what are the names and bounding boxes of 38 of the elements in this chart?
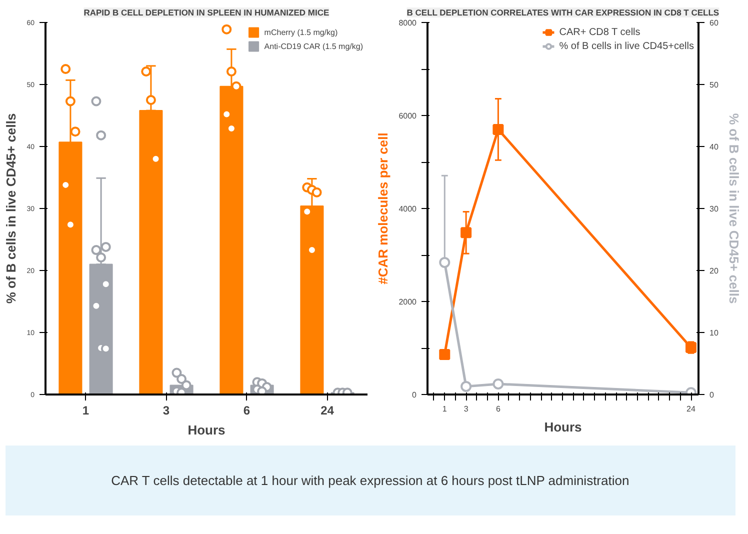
y2-tick-label: 10 (710, 328, 719, 338)
y2-tick-label: 20 (710, 266, 719, 276)
y-tick-label: 6000 (398, 112, 418, 120)
x-tick-label: 3 (464, 404, 469, 414)
y-tick-label: 0 (412, 390, 418, 400)
x-tick-label: 24 (686, 404, 696, 414)
y-tick-label: 8000 (398, 18, 418, 28)
y2-tick-label: 30 (710, 204, 719, 214)
x-axis-title: Hours (544, 420, 582, 434)
legend-label: CAR+ CD8 T cells (559, 26, 640, 38)
y2-tick-label: 60 (710, 18, 719, 28)
point (460, 380, 472, 392)
legend-label: Anti-CD19 CAR (1.5 mg/kg) (264, 40, 363, 52)
y-tick-label: 4000 (398, 204, 418, 214)
y2-axis-title: % of B cells in live CD45+ cells (726, 113, 742, 304)
y2-tick-label: 0 (710, 390, 714, 400)
legend-label: % of B cells in live CD45+cells (559, 40, 694, 52)
chart-title: RAPID B CELL DEPLETION IN SPLEEN IN HUMANIZED MICE (84, 8, 330, 18)
text: CAR T cells detectable at 1 hour with peak expression at 6 hours post tLNP administration (111, 473, 630, 488)
point (492, 124, 504, 135)
y-axis-title: #CAR molecules per cell (376, 132, 391, 284)
x-tick-label: 3 (162, 404, 170, 418)
chart-title: B CELL DEPLETION CORRELATES WITH CAR EXPRESSION IN CD8 T CELLS (406, 8, 720, 18)
x-tick-label: 1 (82, 404, 90, 418)
legend-label: mCherry (1.5 mg/kg) (264, 26, 338, 38)
y-tick-label: 2000 (398, 298, 418, 306)
point (492, 378, 504, 390)
y2-tick-label: 50 (710, 80, 719, 90)
y2-tick-label: 40 (710, 142, 719, 152)
x-tick-label: 1 (442, 404, 448, 414)
x-tick-label: 6 (496, 404, 501, 414)
point (439, 256, 450, 268)
point (460, 227, 472, 238)
x-axis-title: Hours (188, 422, 226, 438)
point (439, 349, 450, 360)
x-tick-label: 6 (243, 404, 250, 418)
x-tick-label: 24 (320, 404, 334, 418)
y-axis-title: % of B cells in live CD45+ cells (4, 113, 19, 304)
